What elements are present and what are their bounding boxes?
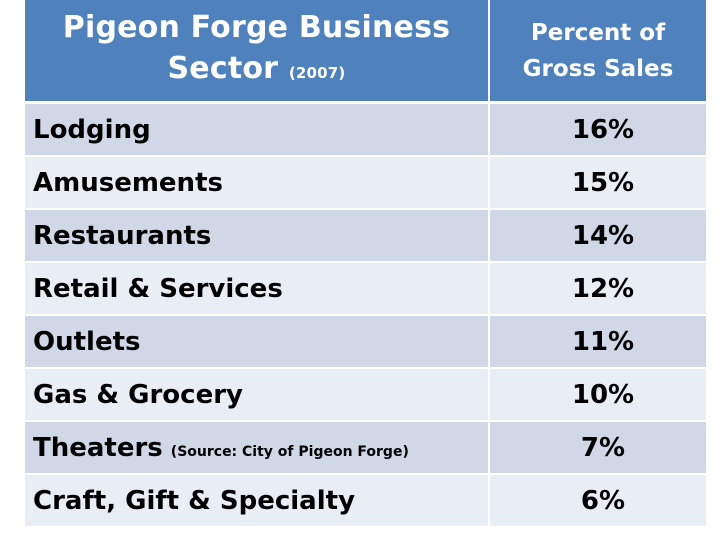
sector-cell: Lodging <box>25 102 490 157</box>
percent-cell: 14% <box>489 209 706 263</box>
source-note: (Source: City of Pigeon Forge) <box>170 443 409 460</box>
sector-cell: Amusements <box>25 156 490 210</box>
percent-header-line2: Gross Sales <box>522 55 674 82</box>
sector-name: Gas & Grocery <box>33 379 243 410</box>
percent-cell: 6% <box>489 474 706 528</box>
sector-header-line2: Sector <box>167 51 279 86</box>
sector-cell: Restaurants <box>25 209 490 263</box>
percent-cell: 15% <box>489 156 706 210</box>
table-row: Theaters (Source: City of Pigeon Forge) 7… <box>25 421 706 475</box>
sector-header-year: (2007) <box>288 64 346 82</box>
percent-header-line1: Percent of <box>530 19 666 46</box>
sector-name: Lodging <box>33 114 151 145</box>
percent-cell: 10% <box>489 368 706 422</box>
sector-name: Retail & Services <box>33 273 283 304</box>
sector-name: Restaurants <box>33 220 212 251</box>
sector-cell: Craft, Gift & Specialty <box>25 474 490 528</box>
percent-cell: 7% <box>489 421 706 475</box>
table-header-row: Pigeon Forge Business Sector (2007) Perc… <box>25 0 706 104</box>
table-row: Retail & Services 12% <box>25 262 706 316</box>
sector-cell: Outlets <box>25 315 490 369</box>
sector-name: Theaters <box>33 432 163 463</box>
percent-cell: 16% <box>489 102 706 157</box>
table-row: Lodging 16% <box>25 102 706 157</box>
sector-column-header: Pigeon Forge Business Sector (2007) <box>25 0 490 104</box>
sales-table-container: Pigeon Forge Business Sector (2007) Perc… <box>25 0 706 540</box>
table-row: Outlets 11% <box>25 315 706 369</box>
table-row: Gas & Grocery 10% <box>25 368 706 422</box>
percent-column-header: Percent of Gross Sales <box>489 0 706 104</box>
percent-cell: 11% <box>489 315 706 369</box>
sector-name: Outlets <box>33 326 141 357</box>
sector-name: Amusements <box>33 167 223 198</box>
sector-name: Craft, Gift & Specialty <box>33 485 356 516</box>
percent-cell: 12% <box>489 262 706 316</box>
sales-by-sector-table: Pigeon Forge Business Sector (2007) Perc… <box>25 0 706 528</box>
table-row: Craft, Gift & Specialty 6% <box>25 474 706 528</box>
sector-cell: Retail & Services <box>25 262 490 316</box>
sector-cell: Gas & Grocery <box>25 368 490 422</box>
table-row: Amusements 15% <box>25 156 706 210</box>
table-row: Restaurants 14% <box>25 209 706 263</box>
sector-cell: Theaters (Source: City of Pigeon Forge) <box>25 421 490 475</box>
sector-header-line1: Pigeon Forge Business <box>62 10 451 45</box>
